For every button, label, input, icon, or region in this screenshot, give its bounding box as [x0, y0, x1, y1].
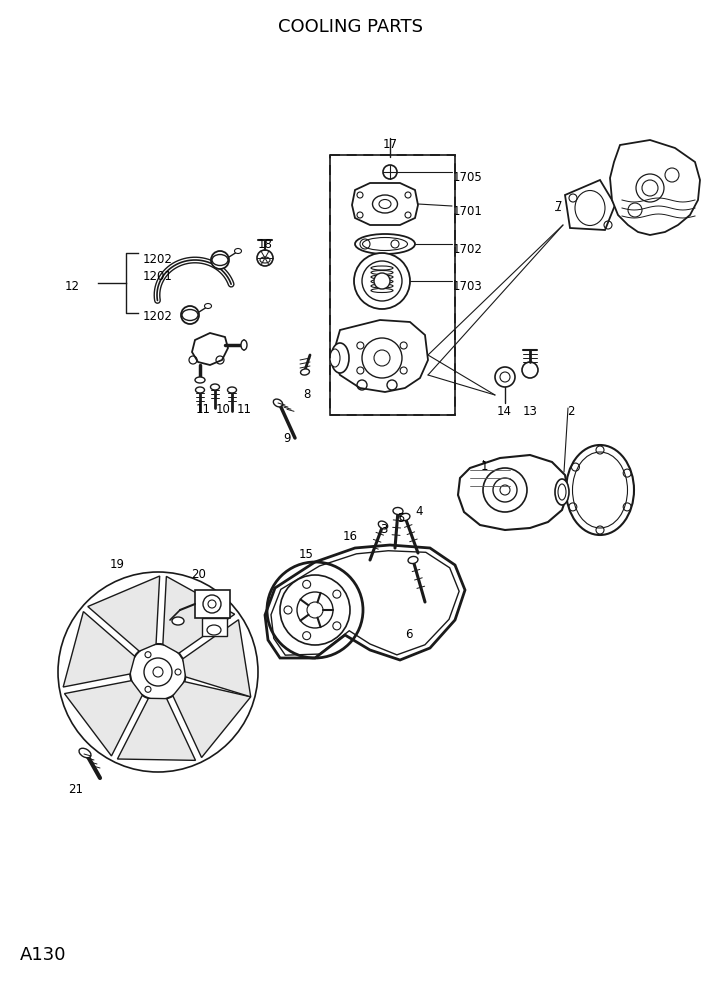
Text: 1202: 1202 — [143, 253, 173, 266]
Ellipse shape — [355, 234, 415, 254]
Circle shape — [362, 261, 402, 301]
Text: 19: 19 — [110, 558, 125, 571]
Circle shape — [307, 602, 323, 618]
Text: 20: 20 — [191, 568, 206, 581]
Polygon shape — [117, 698, 196, 761]
Text: 11: 11 — [237, 403, 252, 416]
Text: 1702: 1702 — [453, 243, 483, 256]
Ellipse shape — [273, 399, 283, 407]
Polygon shape — [610, 140, 700, 235]
Bar — [330, 155, 455, 415]
Circle shape — [267, 562, 363, 658]
Text: 2: 2 — [567, 405, 574, 418]
Text: A130: A130 — [20, 946, 67, 964]
Bar — [195, 590, 230, 618]
Polygon shape — [65, 681, 143, 756]
Text: 10: 10 — [216, 403, 231, 416]
Polygon shape — [173, 682, 251, 758]
Circle shape — [636, 174, 664, 202]
Text: 5: 5 — [397, 512, 404, 525]
Text: 7: 7 — [555, 200, 562, 213]
Ellipse shape — [241, 340, 247, 350]
Text: 18: 18 — [258, 238, 273, 251]
Ellipse shape — [555, 479, 569, 505]
Text: 8: 8 — [303, 388, 310, 401]
Polygon shape — [192, 333, 228, 365]
Circle shape — [483, 468, 527, 512]
Circle shape — [203, 595, 221, 613]
Ellipse shape — [211, 384, 220, 390]
Text: 13: 13 — [523, 405, 538, 418]
Circle shape — [383, 165, 397, 179]
Text: 14: 14 — [497, 405, 512, 418]
Text: 1705: 1705 — [453, 171, 483, 184]
Circle shape — [181, 306, 199, 324]
Ellipse shape — [79, 748, 91, 758]
Ellipse shape — [260, 257, 270, 263]
Circle shape — [374, 273, 390, 289]
Text: 1202: 1202 — [143, 310, 173, 323]
Ellipse shape — [408, 557, 418, 563]
Circle shape — [280, 575, 350, 645]
Ellipse shape — [331, 343, 349, 373]
Text: 1: 1 — [481, 460, 489, 473]
Ellipse shape — [204, 304, 211, 309]
Polygon shape — [63, 612, 135, 687]
Text: 11: 11 — [196, 403, 211, 416]
Text: 6: 6 — [405, 628, 413, 641]
Ellipse shape — [400, 514, 410, 521]
Text: 12: 12 — [65, 280, 80, 293]
Text: 1201: 1201 — [143, 270, 173, 283]
Circle shape — [257, 250, 273, 266]
Circle shape — [354, 253, 410, 309]
Ellipse shape — [195, 377, 205, 383]
Ellipse shape — [393, 508, 403, 515]
Ellipse shape — [373, 195, 397, 213]
Ellipse shape — [378, 521, 388, 529]
Circle shape — [495, 367, 515, 387]
Circle shape — [211, 251, 229, 269]
Polygon shape — [565, 180, 615, 230]
Circle shape — [130, 644, 186, 700]
Polygon shape — [163, 576, 234, 654]
Circle shape — [628, 203, 642, 217]
Text: 21: 21 — [68, 783, 83, 796]
Text: 1703: 1703 — [453, 280, 483, 293]
Circle shape — [58, 572, 258, 772]
Text: 15: 15 — [299, 548, 314, 561]
Ellipse shape — [330, 349, 340, 367]
Circle shape — [493, 478, 517, 502]
Text: 3: 3 — [380, 523, 388, 536]
Ellipse shape — [558, 484, 566, 500]
Text: 4: 4 — [415, 505, 423, 518]
Ellipse shape — [195, 387, 204, 393]
Circle shape — [500, 372, 510, 382]
Circle shape — [297, 592, 333, 628]
Circle shape — [522, 362, 538, 378]
Circle shape — [642, 180, 658, 196]
Circle shape — [665, 168, 679, 182]
Ellipse shape — [207, 625, 221, 635]
Ellipse shape — [234, 249, 241, 254]
Ellipse shape — [362, 237, 407, 251]
Circle shape — [144, 658, 172, 686]
Polygon shape — [183, 620, 251, 696]
Ellipse shape — [300, 369, 310, 375]
Circle shape — [362, 338, 402, 378]
Text: 16: 16 — [343, 530, 358, 543]
Ellipse shape — [566, 445, 634, 535]
Bar — [330, 155, 455, 415]
Bar — [202, 618, 227, 636]
Polygon shape — [88, 576, 159, 651]
Polygon shape — [458, 455, 568, 530]
Ellipse shape — [227, 387, 237, 393]
Polygon shape — [332, 320, 428, 392]
Text: 17: 17 — [383, 138, 398, 151]
Ellipse shape — [573, 452, 628, 528]
Text: 9: 9 — [283, 432, 291, 445]
Polygon shape — [352, 183, 418, 225]
Ellipse shape — [172, 617, 184, 625]
Text: 1701: 1701 — [453, 205, 483, 218]
Text: COOLING PARTS: COOLING PARTS — [279, 18, 423, 36]
